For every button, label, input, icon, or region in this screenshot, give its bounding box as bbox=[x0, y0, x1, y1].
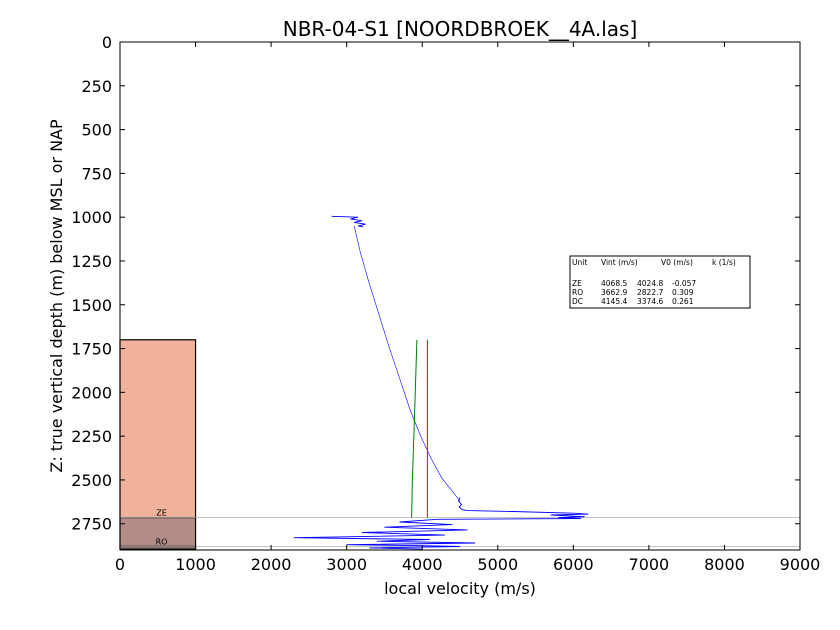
formation-label-ze: ZE bbox=[156, 509, 167, 518]
x-tick-label: 4000 bbox=[402, 555, 443, 574]
x-tick-label: 2000 bbox=[251, 555, 292, 574]
x-tick-label: 7000 bbox=[629, 555, 670, 574]
y-tick-label: 1750 bbox=[71, 340, 112, 359]
formation-block-1 bbox=[119, 516, 197, 548]
x-tick-label: 1000 bbox=[175, 555, 216, 574]
legend-header: V0 (m/s) bbox=[661, 258, 693, 267]
x-axis-label: local velocity (m/s) bbox=[384, 579, 536, 598]
y-tick-label: 0 bbox=[102, 33, 112, 52]
y-tick-label: 2500 bbox=[71, 471, 112, 490]
formation-column: ZE RO bbox=[119, 339, 197, 550]
x-tick-label: 8000 bbox=[704, 555, 745, 574]
x-tick-label: 0 bbox=[115, 555, 125, 574]
x-tick-label: 9000 bbox=[780, 555, 821, 574]
legend-cell: 3662.9 bbox=[601, 288, 627, 297]
y-tick-label: 1250 bbox=[71, 252, 112, 271]
y-tick-label: 250 bbox=[81, 77, 112, 96]
series-line-0 bbox=[353, 225, 461, 502]
y-tick-label: 1500 bbox=[71, 296, 112, 315]
legend-table: Unit Vint (m/s) V0 (m/s) k (1/s) ZE 4068.5 402… bbox=[569, 255, 751, 309]
legend-cell: 4068.5 bbox=[601, 279, 627, 288]
x-tick-label: 5000 bbox=[477, 555, 518, 574]
formation-block-0 bbox=[119, 339, 197, 519]
y-axis-label: Z: true vertical depth (m) below MSL or … bbox=[47, 119, 66, 473]
x-tick-label: 6000 bbox=[553, 555, 594, 574]
legend-cell: RO bbox=[572, 288, 583, 297]
y-tick-label: 2000 bbox=[71, 383, 112, 402]
x-tick-label: 3000 bbox=[326, 555, 367, 574]
legend-box bbox=[569, 255, 751, 309]
y-tick-label: 2250 bbox=[71, 427, 112, 446]
legend-header: Unit bbox=[572, 258, 587, 267]
plot-frame bbox=[119, 41, 801, 551]
legend-cell: 3374.6 bbox=[637, 297, 663, 306]
y-tick-label: 750 bbox=[81, 164, 112, 183]
x-axis-ticks: 0 1000 2000 3000 4000 5000 6000 7000 8000 9000 bbox=[115, 42, 820, 574]
series-line-2 bbox=[293, 497, 589, 550]
legend-header: Vint (m/s) bbox=[601, 258, 638, 267]
y-tick-label: 500 bbox=[81, 121, 112, 140]
horizon-lines bbox=[120, 517, 800, 547]
legend-cell: DC bbox=[572, 297, 583, 306]
legend-cell: ZE bbox=[572, 279, 582, 288]
legend-cell: -0.057 bbox=[672, 279, 696, 288]
y-tick-label: 2750 bbox=[71, 515, 112, 534]
data-series bbox=[293, 215, 589, 550]
legend-cell: 0.309 bbox=[672, 288, 694, 297]
formation-label-ro: RO bbox=[156, 537, 168, 546]
chart-title: NBR-04-S1 [NOORDBROEK__4A.las] bbox=[283, 17, 638, 41]
legend-cell: 4024.8 bbox=[637, 279, 663, 288]
legend-cell: 4145.4 bbox=[601, 297, 627, 306]
y-tick-label: 1000 bbox=[71, 208, 112, 227]
series-line-1 bbox=[331, 215, 366, 228]
y-axis-ticks: 0 250 500 750 1000 1250 1500 1750 2000 2250 2500 27… bbox=[71, 33, 800, 534]
series-line-3 bbox=[411, 339, 418, 518]
legend-header: k (1/s) bbox=[712, 258, 736, 267]
legend-cell: 0.261 bbox=[672, 297, 694, 306]
legend-cell: 2822.7 bbox=[637, 288, 663, 297]
